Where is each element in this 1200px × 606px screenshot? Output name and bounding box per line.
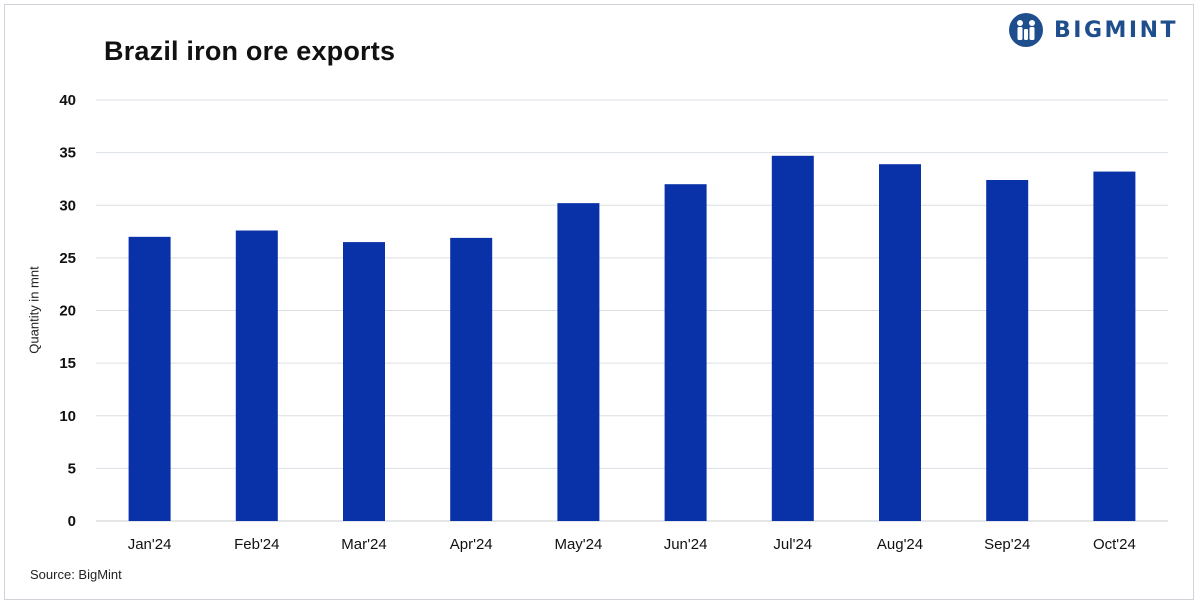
y-tick-label: 40 [59, 92, 76, 109]
x-tick-label: Mar'24 [341, 536, 386, 553]
x-tick-label: Aug'24 [877, 536, 923, 553]
x-tick-label: Feb'24 [234, 536, 279, 553]
bar [986, 179, 1029, 522]
x-tick-label: Jul'24 [773, 536, 812, 553]
brand-name: BIGMINT [1054, 17, 1179, 43]
bar [235, 230, 278, 521]
y-tick-label: 20 [59, 303, 76, 320]
x-tick-label: Jan'24 [128, 536, 172, 553]
x-tick-label: Sep'24 [984, 536, 1030, 553]
source-note: Source: BigMint [30, 567, 122, 582]
x-tick-label: Oct'24 [1093, 536, 1136, 553]
bar [128, 236, 171, 521]
x-tick-label: Apr'24 [450, 536, 493, 553]
y-tick-label: 25 [59, 250, 76, 267]
x-tick-label: Jun'24 [664, 536, 708, 553]
bar [1093, 171, 1136, 521]
bar [450, 237, 493, 521]
y-tick-label: 10 [59, 408, 76, 425]
y-tick-label: 15 [59, 355, 76, 372]
chart-title: Brazil iron ore exports [104, 36, 396, 66]
bar [879, 164, 921, 521]
y-tick-label: 5 [68, 460, 76, 477]
x-tick-label: May'24 [554, 536, 602, 553]
bigmint-logo-icon [1009, 13, 1043, 47]
bar [771, 155, 814, 521]
y-tick-label: 0 [68, 513, 76, 530]
y-tick-label: 30 [59, 197, 76, 214]
bar [343, 242, 385, 521]
bar [557, 203, 600, 521]
bar [664, 184, 707, 521]
y-tick-label: 35 [59, 145, 76, 162]
brand-logo: BIGMINT [1008, 12, 1178, 48]
